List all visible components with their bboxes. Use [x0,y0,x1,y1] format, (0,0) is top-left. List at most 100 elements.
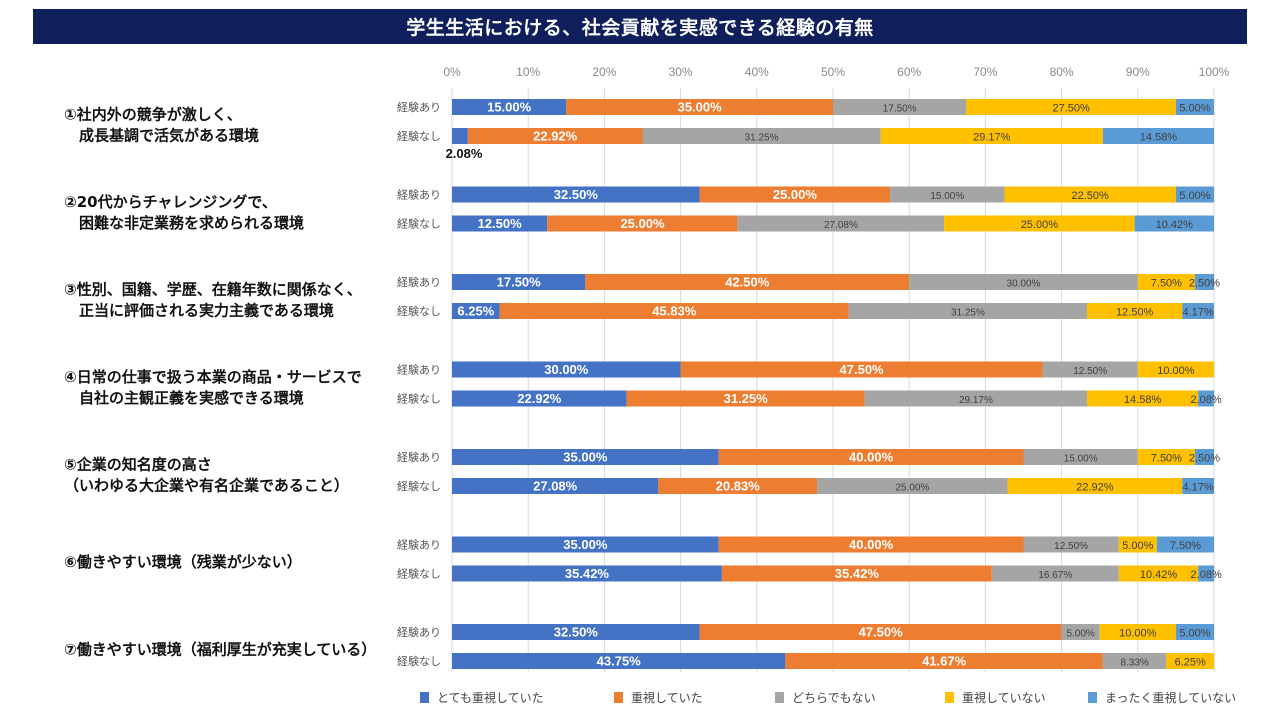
bar-segment [452,390,627,407]
bar-segment [1102,653,1167,669]
data-label: 5.00% [1179,628,1210,640]
data-label: 10.42% [1156,219,1194,231]
data-label: 20.83% [716,479,761,494]
bar-segment [452,303,500,319]
bar-segment [1175,99,1214,115]
data-label: 43.75% [597,654,642,669]
bar-segment [1134,215,1214,232]
bar-segment [699,186,891,203]
row-label: 経験なし [397,479,441,493]
data-label: 15.00% [1064,454,1098,465]
bar-segment [1198,565,1215,582]
data-label: 6.25% [457,304,494,319]
x-tick-label: 0% [443,65,461,79]
data-label: 29.17% [959,395,993,406]
bar-segment [1042,361,1138,378]
x-tick-label: 90% [1126,65,1150,79]
bar-segment [1023,536,1119,553]
data-label: 42.50% [725,275,770,290]
bar-segment [1182,303,1214,319]
row-label: 経験あり [397,100,441,114]
bar-segment [626,390,865,407]
data-label: 2.50% [1189,453,1220,465]
data-label: 12.50% [1073,366,1107,377]
data-label: 2.08% [446,146,483,161]
x-tick-label: 60% [897,65,921,79]
bar-segment [991,565,1119,582]
data-label: 14.58% [1140,132,1178,144]
bar-segment [452,536,719,553]
row-label: 経験あり [397,275,441,289]
data-label: 7.50% [1170,540,1201,552]
data-label: 40.00% [849,537,894,552]
bar-segment [1137,361,1214,378]
row-label: 経験なし [397,567,441,581]
bar-segment [1175,624,1214,640]
bar-segment [1004,186,1176,203]
category-label: （いわゆる大企業や有名企業であること） [64,477,349,495]
category-label: 自社の主観正義を実感できる環境 [64,389,304,407]
data-label: 8.33% [1120,658,1148,669]
category-label: ②20代からチャレンジングで、 [64,193,277,211]
category-label: ⑦働きやすい環境（福利厚生が充実している） [64,641,376,659]
legend-swatch [1088,692,1097,703]
data-label: 31.25% [724,391,769,406]
legend-label: 重視していない [962,690,1046,705]
legend-swatch [614,692,623,703]
data-label: 35.42% [835,566,880,581]
data-label: 25.00% [895,483,929,494]
bar-segment [566,99,833,115]
data-label: 32.50% [554,187,599,202]
bar-segment [1102,128,1214,144]
bar-segment [785,653,1103,669]
x-tick-label: 40% [745,65,769,79]
data-label: 35.00% [678,100,723,115]
data-label: 31.25% [745,133,779,144]
data-label: 30.00% [1007,279,1041,290]
legend-label: 重視していた [631,690,703,705]
bar-segment [658,478,818,494]
bar-segment [1086,303,1183,319]
bar-segment [880,128,1103,144]
bar-segment [1198,390,1214,407]
data-label: 4.17% [1183,482,1214,494]
chart-title: 学生生活における、社会貢献を実感できる経験の有無 [406,17,874,39]
data-label: 22.92% [533,129,578,144]
bar-segment [699,624,1062,640]
row-label: 経験あり [397,363,441,377]
bar-segment [718,536,1024,553]
data-label: 40.00% [849,450,894,465]
legend-label: まったく重視していない [1105,690,1236,705]
category-label: 正当に評価される実力主義である環境 [64,302,334,320]
data-label: 35.42% [565,566,610,581]
data-label: 27.50% [1052,103,1090,115]
bar-segment [499,303,849,319]
data-label: 17.50% [883,104,917,115]
row-label: 経験あり [397,450,441,464]
bar-segment [467,128,643,144]
bar-segment [452,449,719,465]
category-label: ⑥働きやすい環境（残業が少ない） [64,553,302,571]
bar-segment [680,361,1043,378]
data-label: 12.50% [478,216,523,231]
data-label: 5.00% [1179,190,1210,202]
bar-segment [1087,390,1199,407]
data-label: 16.67% [1038,570,1072,581]
category-label: ⑤企業の知名度の高さ [64,456,212,474]
x-tick-label: 50% [821,65,845,79]
data-label: 5.00% [1179,103,1210,115]
x-tick-label: 20% [592,65,616,79]
data-label: 12.50% [1054,541,1088,552]
data-label: 29.17% [973,132,1011,144]
bar-segment [737,215,945,232]
row-label: 経験なし [397,217,441,231]
data-label: 27.08% [533,479,578,494]
category-label: ④日常の仕事で扱う本業の商品・サービスで [64,368,362,386]
data-label: 27.08% [824,220,858,231]
row-label: 経験あり [397,625,441,639]
legend-label: どちらでもない [792,691,876,705]
data-label: 15.00% [487,100,532,115]
bar-segment [833,99,967,115]
data-label: 10.42% [1140,569,1178,581]
